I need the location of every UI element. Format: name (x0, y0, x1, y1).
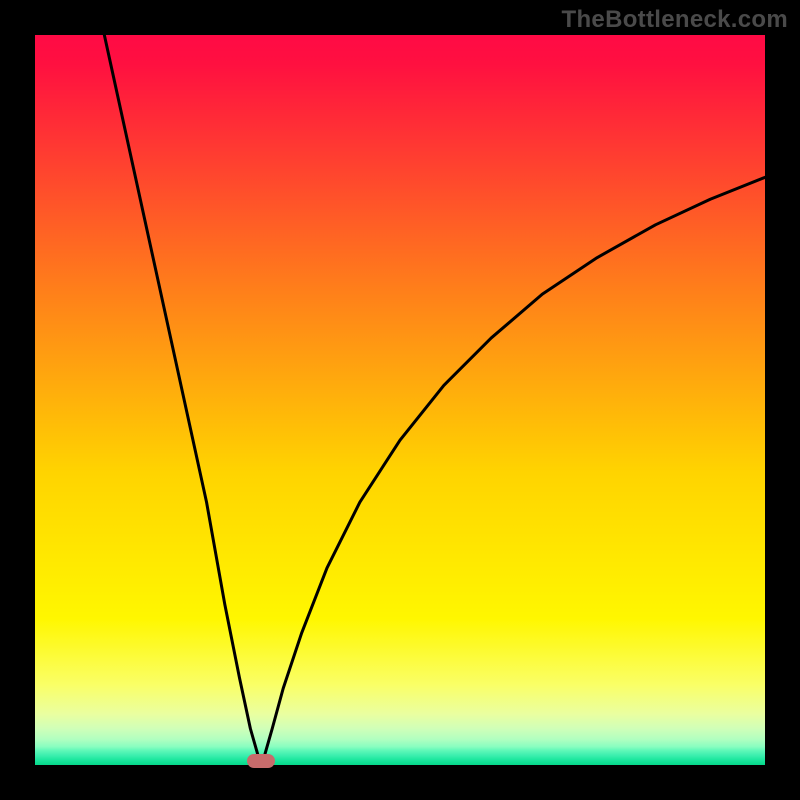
bottleneck-curve (35, 35, 765, 765)
vertex-marker (247, 754, 275, 768)
plot-area (35, 35, 765, 765)
watermark-text: TheBottleneck.com (562, 6, 788, 34)
